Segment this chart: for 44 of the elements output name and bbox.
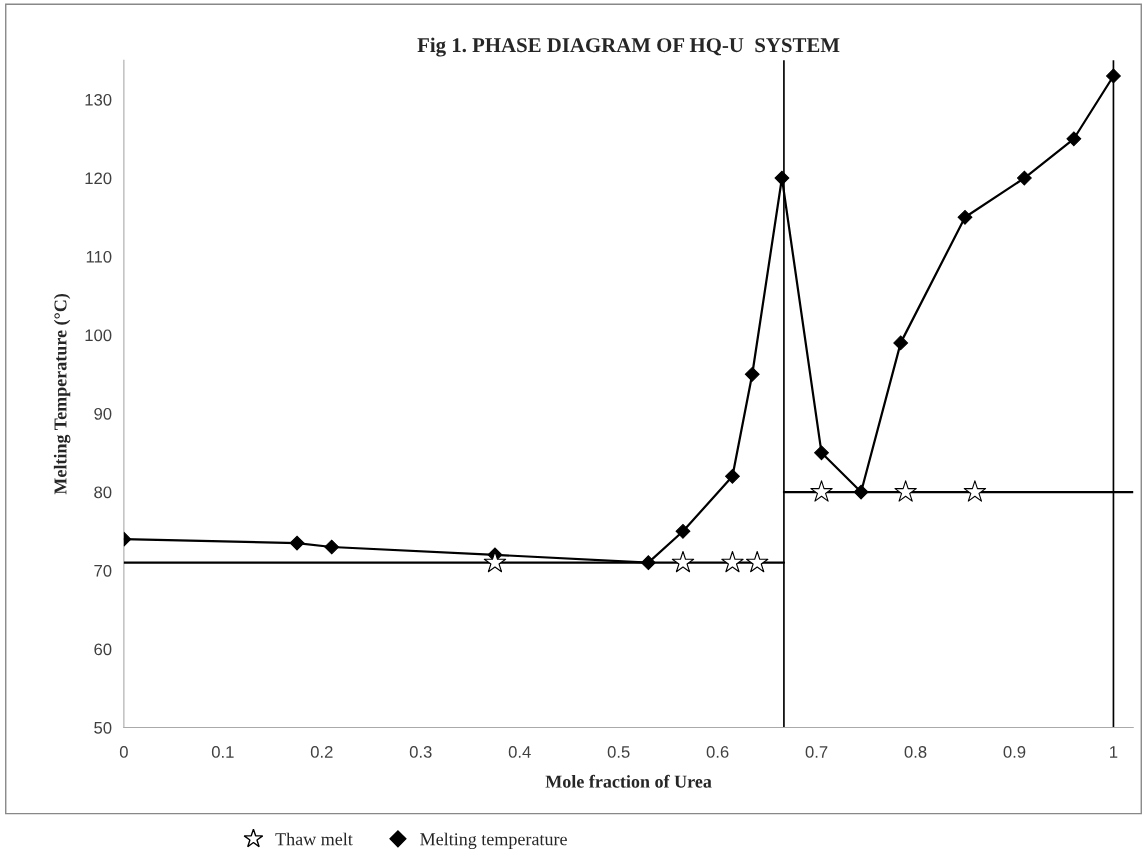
point <box>963 480 987 502</box>
y-tick-label: 50 <box>94 721 112 734</box>
y-tick-label: 80 <box>94 486 112 499</box>
legend-label: Melting temperature <box>420 832 567 850</box>
x-tick-label: 0 <box>119 746 128 758</box>
point <box>810 480 833 502</box>
x-tick-label: 0.1 <box>211 746 234 758</box>
x-tick-label: 0.8 <box>904 746 927 758</box>
point <box>894 480 917 502</box>
chart-title: Fig 1. PHASE DIAGRAM OF HQ-U SYSTEM <box>417 37 840 57</box>
point <box>774 170 790 186</box>
x-tick-label: 1 <box>1110 746 1118 758</box>
point <box>671 550 695 573</box>
x-tick-label: 0.7 <box>805 746 828 758</box>
y-tick-label: 70 <box>94 564 112 577</box>
point <box>814 445 829 461</box>
x-tick-label: 0.4 <box>508 746 531 758</box>
point <box>725 468 740 484</box>
legend-label: Thaw melt <box>275 832 353 846</box>
point <box>893 335 909 351</box>
point <box>745 550 769 573</box>
point <box>324 539 340 555</box>
point <box>483 550 507 573</box>
x-tick-label: 0.3 <box>409 746 432 758</box>
x-axis-title: Mole fraction of Urea <box>545 774 712 788</box>
point <box>721 550 744 573</box>
point <box>1106 68 1121 84</box>
y-tick-label: 60 <box>94 643 112 656</box>
point <box>675 523 691 539</box>
x-tick-label: 0.5 <box>607 746 630 758</box>
x-tick-label: 0.2 <box>310 746 333 758</box>
point <box>289 535 305 551</box>
y-tick-label: 130 <box>85 93 112 106</box>
point <box>1066 131 1082 147</box>
y-tick-label: 90 <box>94 407 112 420</box>
point <box>1016 170 1032 186</box>
y-tick-label: 120 <box>85 172 112 185</box>
y-axis-title: Melting Temperature (°C) <box>53 293 71 495</box>
x-tick-label: 0.6 <box>706 746 729 758</box>
point <box>957 209 973 225</box>
y-tick-label: 100 <box>85 329 112 342</box>
point <box>744 366 760 382</box>
x-tick-label: 0.9 <box>1003 746 1026 758</box>
y-tick-label: 110 <box>86 250 112 263</box>
